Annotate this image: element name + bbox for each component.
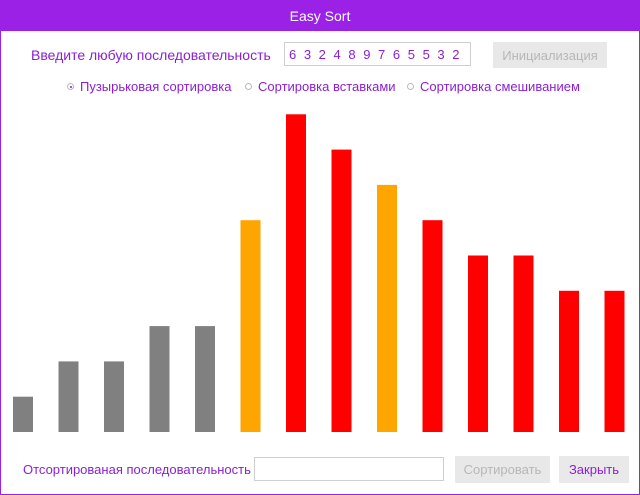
bar-3 (104, 361, 124, 432)
radio-checked-icon[interactable] (67, 83, 74, 90)
bar-11 (468, 255, 488, 432)
radio-bubble-sort-label: Пузырьковая сортировка (80, 79, 232, 94)
bar-1 (13, 396, 33, 432)
close-button[interactable]: Закрыть (559, 456, 629, 483)
radio-cocktail-sort-label: Сортировка смешиванием (420, 79, 580, 94)
window-title: Easy Sort (289, 8, 351, 24)
bar-10 (422, 220, 443, 432)
bar-9 (377, 184, 397, 432)
bar-14 (604, 290, 625, 432)
bar-8 (331, 149, 352, 432)
title-bar: Easy Sort (1, 1, 639, 31)
sorted-sequence-output[interactable] (254, 457, 444, 481)
sort-visualization (13, 114, 625, 433)
bar-12 (513, 255, 534, 432)
sort-button[interactable]: Сортировать (455, 456, 550, 483)
bar-6 (240, 220, 261, 432)
algorithm-radio-group: Пузырьковая сортировка Сортировка вставк… (1, 79, 639, 97)
bar-4 (149, 326, 170, 432)
radio-cocktail-sort[interactable]: Сортировка смешиванием (407, 79, 580, 94)
bar-2 (58, 361, 79, 432)
bar-5 (195, 326, 215, 432)
radio-insertion-sort-label: Сортировка вставками (258, 79, 396, 94)
radio-unchecked-icon[interactable] (407, 83, 414, 90)
sequence-input[interactable] (284, 42, 471, 66)
radio-unchecked-icon[interactable] (245, 83, 252, 90)
sequence-input-label: Введите любую последовательность (31, 47, 271, 63)
bar-7 (286, 114, 306, 433)
sorted-sequence-label: Отсортированая последовательность (23, 462, 251, 477)
radio-insertion-sort[interactable]: Сортировка вставками (245, 79, 396, 94)
radio-bubble-sort[interactable]: Пузырьковая сортировка (67, 79, 231, 94)
initialize-button[interactable]: Инициализация (493, 42, 607, 68)
bar-13 (559, 290, 579, 432)
